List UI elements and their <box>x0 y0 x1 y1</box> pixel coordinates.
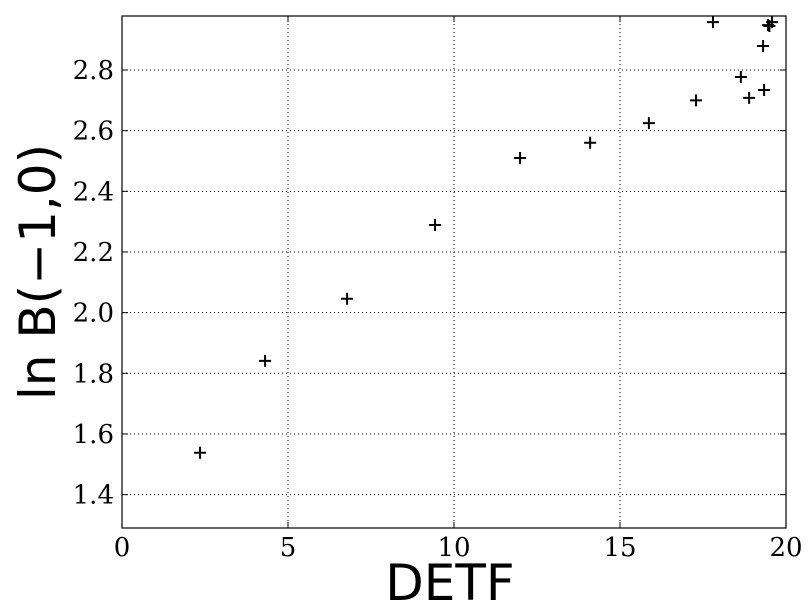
point <box>734 70 747 83</box>
y-tick-label: 1.8 <box>73 359 114 389</box>
point <box>757 40 770 53</box>
x-axis-label: DETF <box>385 554 514 612</box>
x-tick-label: 20 <box>769 533 802 563</box>
point <box>763 20 776 33</box>
point <box>259 354 272 367</box>
point <box>690 94 703 107</box>
x-tick-label: 10 <box>437 533 470 563</box>
plot-frame <box>121 15 787 529</box>
point <box>642 117 655 130</box>
y-tick-label: 2.0 <box>73 299 114 329</box>
point <box>758 84 771 97</box>
point <box>584 136 597 149</box>
point <box>706 16 719 29</box>
x-tick-label: 15 <box>603 533 636 563</box>
y-tick-label: 2.8 <box>73 56 114 86</box>
y-tick-label: 2.6 <box>73 117 114 147</box>
y-tick-label: 2.4 <box>73 177 114 207</box>
point <box>514 151 527 164</box>
point <box>341 292 354 305</box>
point <box>194 446 207 459</box>
y-tick-label: 1.6 <box>73 420 114 450</box>
x-tick-label: 5 <box>280 533 297 563</box>
y-tick-label: 1.4 <box>73 481 114 511</box>
point <box>743 91 756 104</box>
y-axis-label: ln B(−1,0) <box>9 144 67 400</box>
x-tick-label: 0 <box>114 533 131 563</box>
y-tick-label: 2.2 <box>73 238 114 268</box>
point <box>429 218 442 231</box>
